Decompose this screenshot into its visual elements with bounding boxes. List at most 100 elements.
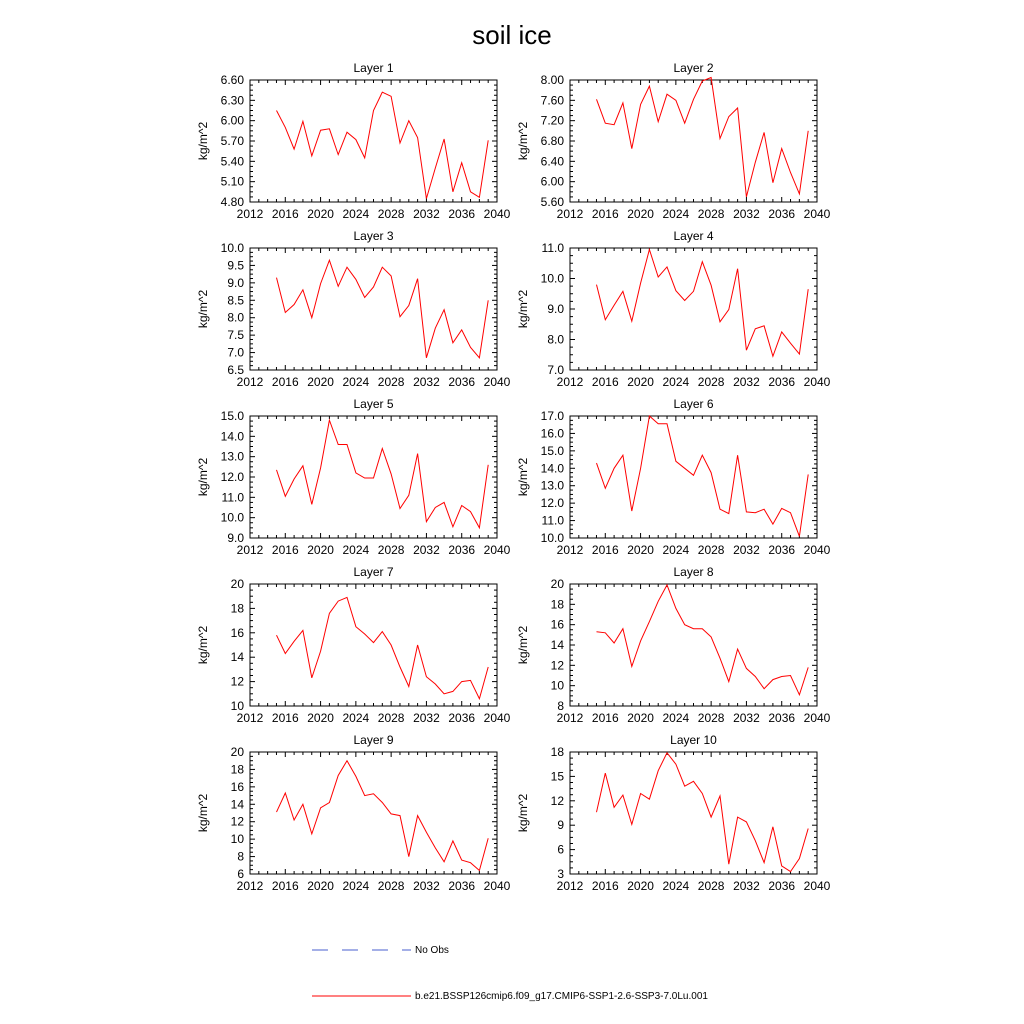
x-tick-label: 2028: [698, 543, 725, 557]
x-tick-label: 2028: [378, 543, 405, 557]
panel-layer-6: Layer 6 kg/m^2 2012 2016 2020 2024 2028 2032 203…: [516, 397, 831, 557]
y-tick-label: 13.0: [221, 450, 245, 464]
y-tick-label: 14.0: [541, 461, 565, 475]
y-tick-label: 16.0: [541, 426, 565, 440]
y-tick-label: 20: [231, 745, 245, 759]
x-tick-label: 2032: [733, 207, 760, 221]
y-tick-label: 6: [237, 867, 244, 881]
plot-frame: [249, 583, 498, 707]
legend-item-model-run: b.e21.BSSP126cmip6.f09_g17.CMIP6-SSP1-2.…: [312, 991, 708, 1002]
x-tick-label: 2028: [698, 711, 725, 725]
y-tick-label: 14: [231, 797, 245, 811]
legend-item-no-obs: No Obs: [312, 945, 449, 956]
y-tick-label: 12: [551, 794, 565, 808]
x-tick-label: 2040: [484, 207, 511, 221]
series-line: [276, 91, 489, 199]
x-tick-label: 2040: [804, 543, 831, 557]
x-tick-label: 2012: [237, 543, 264, 557]
y-tick-label: 8.5: [227, 293, 244, 307]
x-tick-label: 2016: [592, 711, 619, 725]
y-tick-label: 5.10: [221, 175, 245, 189]
x-tick-label: 2012: [557, 207, 584, 221]
y-tick-label: 16: [231, 626, 245, 640]
y-tick-label: 18: [551, 745, 565, 759]
y-tick-label: 16: [231, 780, 245, 794]
panel-title: Layer 1: [353, 61, 393, 75]
y-tick-label: 9.0: [227, 531, 244, 545]
x-tick-label: 2012: [237, 879, 264, 893]
x-tick-label: 2036: [768, 879, 795, 893]
series-line: [596, 76, 809, 198]
x-tick-label: 2036: [768, 375, 795, 389]
plot-frame: [249, 79, 498, 203]
plot-frame: [569, 751, 818, 875]
y-tick-label: 14: [231, 650, 245, 664]
x-tick-label: 2040: [804, 711, 831, 725]
y-tick-label: 13.0: [541, 479, 565, 493]
x-tick-label: 2024: [663, 543, 690, 557]
y-tick-label: 7.5: [227, 328, 244, 342]
plot-frame: [569, 247, 818, 371]
y-tick-label: 7.0: [227, 346, 244, 360]
y-tick-label: 20: [231, 577, 245, 591]
panel-title: Layer 9: [353, 733, 393, 747]
x-tick-label: 2016: [272, 375, 299, 389]
y-axis-label: kg/m^2: [196, 794, 210, 833]
x-tick-label: 2024: [343, 375, 370, 389]
y-tick-label: 10: [231, 832, 245, 846]
y-tick-label: 16: [551, 618, 565, 632]
y-axis-label: kg/m^2: [516, 794, 530, 833]
panel-title: Layer 6: [673, 397, 713, 411]
y-tick-label: 6.00: [541, 175, 565, 189]
y-tick-label: 8: [237, 850, 244, 864]
y-tick-label: 10.0: [221, 511, 245, 525]
x-tick-label: 2036: [768, 207, 795, 221]
y-tick-label: 5.70: [221, 134, 245, 148]
plot-frame: [249, 247, 498, 371]
y-tick-label: 12.0: [221, 470, 245, 484]
panel-title: Layer 10: [670, 733, 717, 747]
x-tick-label: 2012: [557, 879, 584, 893]
x-tick-label: 2036: [768, 711, 795, 725]
y-tick-label: 18: [551, 597, 565, 611]
y-tick-label: 20: [551, 577, 565, 591]
x-tick-label: 2024: [343, 207, 370, 221]
x-tick-label: 2016: [272, 879, 299, 893]
y-tick-label: 5.40: [221, 154, 245, 168]
y-tick-label: 8: [557, 699, 564, 713]
x-tick-label: 2040: [804, 879, 831, 893]
y-tick-label: 8.00: [541, 73, 565, 87]
x-tick-label: 2016: [272, 543, 299, 557]
x-tick-label: 2032: [733, 879, 760, 893]
y-tick-label: 12: [551, 658, 565, 672]
y-tick-label: 3: [557, 867, 564, 881]
x-tick-label: 2028: [378, 375, 405, 389]
figure-title: soil ice: [472, 20, 551, 50]
y-tick-label: 9.0: [227, 276, 244, 290]
y-tick-label: 10: [551, 679, 565, 693]
y-tick-label: 7.20: [541, 114, 565, 128]
series-line: [276, 258, 489, 359]
y-tick-label: 5.60: [541, 195, 565, 209]
y-axis-label: kg/m^2: [516, 290, 530, 329]
series-line: [596, 247, 809, 358]
x-tick-label: 2028: [378, 207, 405, 221]
y-tick-label: 11.0: [222, 490, 245, 504]
x-tick-label: 2012: [237, 207, 264, 221]
x-tick-label: 2020: [627, 207, 654, 221]
x-tick-label: 2032: [413, 207, 440, 221]
y-axis-label: kg/m^2: [196, 290, 210, 329]
x-tick-label: 2016: [592, 543, 619, 557]
y-tick-label: 6.60: [221, 73, 245, 87]
x-tick-label: 2032: [413, 543, 440, 557]
y-tick-label: 11.0: [542, 241, 565, 255]
x-tick-label: 2016: [592, 207, 619, 221]
panel-layer-10: Layer 10 kg/m^2 2012 2016 2020 2024 2028 2032 20…: [516, 733, 831, 893]
y-tick-label: 8.0: [547, 333, 564, 347]
x-tick-label: 2020: [307, 879, 334, 893]
series-line: [276, 596, 489, 701]
panel-title: Layer 4: [673, 229, 713, 243]
x-tick-label: 2012: [237, 375, 264, 389]
